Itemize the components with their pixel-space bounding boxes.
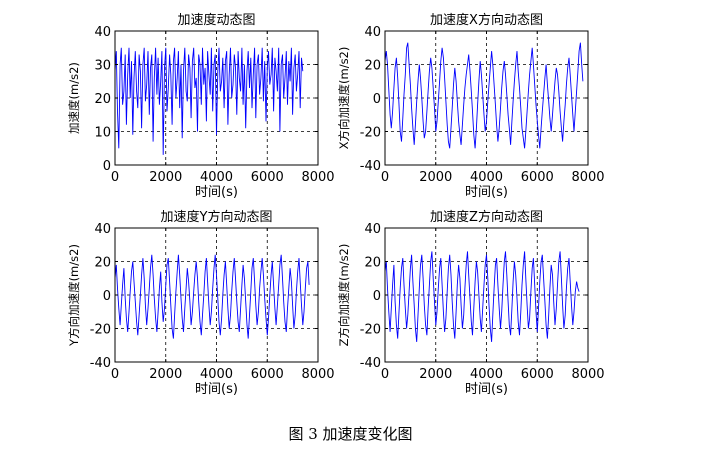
chart-2-title: 加速度X方向动态图 (430, 12, 543, 28)
chart-4-xtick-label: 2000 (419, 367, 452, 382)
chart-2-ytick-label: 40 (364, 25, 381, 40)
chart-2-xlabel: 时间(s) (465, 185, 508, 200)
chart-4-xtick-label: 6000 (521, 367, 554, 382)
chart-2-xtick-label: 0 (381, 170, 389, 185)
chart-4-xlabel: 时间(s) (465, 382, 508, 397)
chart-3-xtick-label: 0 (111, 367, 119, 382)
chart-2-ytick-label: -40 (360, 159, 381, 174)
chart-4-xtick-label: 8000 (571, 367, 604, 382)
chart-3-ytick-label: -20 (90, 323, 111, 338)
chart-3-ytick-label: 0 (103, 289, 111, 304)
chart-3-xtick-label: 4000 (200, 367, 233, 382)
chart-3-ytick-label: 40 (94, 222, 111, 237)
chart-4-title: 加速度Z方向动态图 (430, 209, 543, 225)
figure-caption: 图 3 加速度变化图 (288, 425, 413, 443)
chart-3-xlabel: 时间(s) (195, 382, 238, 397)
chart-4-ytick-label: 20 (364, 256, 381, 271)
chart-4-xtick-label: 4000 (470, 367, 503, 382)
chart-1-xtick-label: 2000 (149, 170, 182, 185)
chart-1-title: 加速度动态图 (177, 12, 255, 28)
chart-2-xtick-label: 4000 (470, 170, 503, 185)
chart-1-ytick-label: 20 (94, 92, 111, 107)
chart-2-ytick-label: 0 (373, 92, 381, 107)
chart-2-ytick-label: -20 (360, 126, 381, 141)
chart-3-xtick-label: 6000 (251, 367, 284, 382)
chart-1-xlabel: 时间(s) (195, 185, 238, 200)
chart-3-ytick-label: -40 (90, 356, 111, 371)
chart-2-xtick-label: 8000 (571, 170, 604, 185)
chart-4: 0 2000 4000 6000 8000 -40 -20 0 20 40 加速度Z方向动态图时间(… (337, 209, 605, 397)
chart-2-xtick-label: 6000 (521, 170, 554, 185)
chart-1-xtick-label: 6000 (251, 170, 284, 185)
chart-1-xtick-label: 8000 (301, 170, 334, 185)
chart-1-series-line (114, 47, 304, 155)
chart-2-ytick-label: 20 (364, 59, 381, 74)
chart-2: 0 2000 4000 6000 8000 -40 -20 0 20 40 加速度X方向动态图时间(… (337, 12, 605, 200)
chart-3-ylabel: Y方向加速度(m/s2) (67, 244, 81, 347)
chart-2-series-line (384, 42, 584, 149)
chart-3: 0 2000 4000 6000 8000 -40 -20 0 20 40 加速度Y方向动态图时间(… (67, 209, 335, 397)
chart-1-ytick-label: 10 (94, 126, 111, 141)
chart-1-xtick-label: 0 (111, 170, 119, 185)
chart-1-ytick-label: 30 (94, 59, 111, 74)
chart-4-ytick-label: -20 (360, 323, 381, 338)
chart-3-xtick-label: 8000 (301, 367, 334, 382)
chart-1-ytick-label: 0 (103, 159, 111, 174)
chart-4-ytick-label: 0 (373, 289, 381, 304)
chart-1-xtick-label: 4000 (200, 170, 233, 185)
chart-4-series-line (384, 251, 580, 342)
chart-3-xtick-label: 2000 (149, 367, 182, 382)
chart-4-ylabel: Z方向加速度(m/s2) (337, 244, 351, 347)
chart-3-ytick-label: 20 (94, 256, 111, 271)
chart-2-ylabel: X方向加速度(m/s2) (337, 47, 351, 150)
chart-3-title: 加速度Y方向动态图 (161, 209, 273, 225)
chart-4-xtick-label: 0 (381, 367, 389, 382)
chart-4-ytick-label: 40 (364, 222, 381, 237)
chart-1-ylabel: 加速度(m/s2) (67, 62, 81, 134)
chart-3-series-line (114, 254, 310, 339)
chart-4-ytick-label: -40 (360, 356, 381, 371)
chart-2-xtick-label: 2000 (419, 170, 452, 185)
chart-1-ytick-label: 40 (94, 25, 111, 40)
